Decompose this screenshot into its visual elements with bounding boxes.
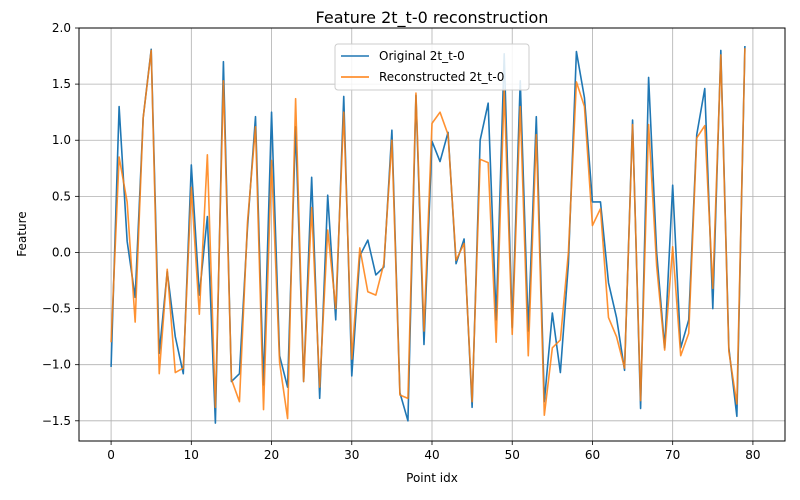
y-tick-label: 1.0 (52, 133, 71, 147)
x-tick-label: 70 (665, 448, 680, 462)
y-tick-label: 2.0 (52, 21, 71, 35)
y-tick-label: 0.0 (52, 245, 71, 259)
y-tick-label: −1.5 (42, 414, 71, 428)
x-tick-label: 60 (585, 448, 600, 462)
y-tick-label: 0.5 (52, 189, 71, 203)
legend: Original 2t_t-0 Reconstructed 2t_t-0 (334, 43, 530, 91)
y-tick-label: −0.5 (42, 302, 71, 316)
x-tick-label: 0 (107, 448, 115, 462)
x-tick-label: 40 (424, 448, 439, 462)
y-axis-label: Feature (15, 211, 29, 256)
x-tick-label: 10 (184, 448, 199, 462)
series-layer (110, 45, 746, 424)
reconstructed-series-line (110, 48, 746, 420)
y-tick-label: 1.5 (52, 77, 71, 91)
x-tick-label: 80 (745, 448, 760, 462)
tick-layer: 0 10 20 30 40 50 60 70 80 −1.5 −1.0 −0.5 0.0 0.5 1.0 1.… (42, 21, 761, 462)
y-tick-label: −1.0 (42, 358, 71, 372)
legend-label-reconstructed: Reconstructed 2t_t-0 (379, 70, 504, 84)
x-tick-label: 30 (344, 448, 359, 462)
legend-box (334, 43, 530, 91)
x-tick-label: 50 (505, 448, 520, 462)
x-axis-label: Point idx (406, 471, 458, 485)
legend-label-original: Original 2t_t-0 (379, 49, 465, 63)
chart-title: Feature 2t_t-0 reconstruction (316, 8, 549, 28)
x-tick-label: 20 (264, 448, 279, 462)
